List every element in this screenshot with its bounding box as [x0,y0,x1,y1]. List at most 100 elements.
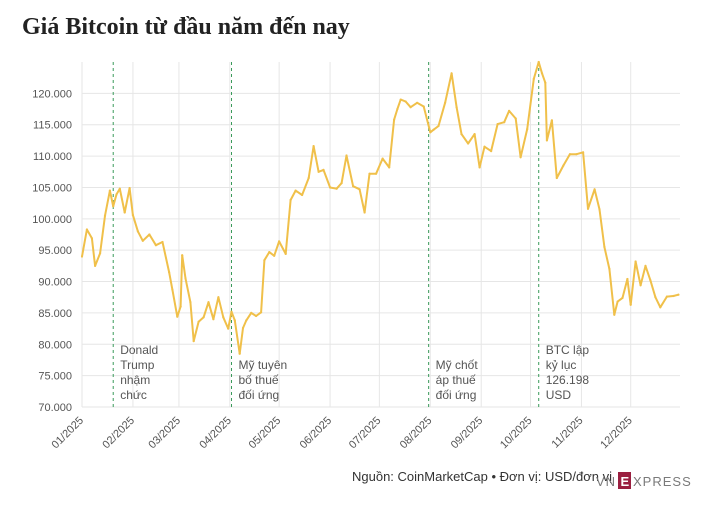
price-point [613,313,616,316]
price-point [672,294,675,298]
price-point [85,228,88,231]
price-point [363,211,366,214]
price-point [381,157,384,160]
price-point [230,310,233,313]
event-label-line: BTC lập [546,343,590,357]
y-tick-label: 80.000 [38,339,72,351]
y-tick-label: 75.000 [38,371,72,383]
price-point [368,172,371,175]
price-point [375,172,378,175]
price-point [568,153,572,156]
x-axis: 01/2025 02/2025 03/2025 04/2025 05/2025 06/20… [50,415,635,452]
grid-lines [81,62,680,408]
y-tick-label: 110.000 [33,151,72,163]
price-point [94,264,97,267]
price-point [396,107,399,111]
price-point [616,300,619,303]
price-point [222,316,225,319]
price-point [659,306,662,309]
price-point [508,109,511,112]
event-label-line: bố thuế [239,373,279,387]
price-point [212,318,215,321]
price-point [112,205,115,208]
price-point [189,301,192,304]
price-point [598,208,601,211]
event-label: Mỹ tuyên bố thuế đối ứng [239,358,288,402]
price-point [460,133,463,136]
price-point [141,239,144,242]
price-point [278,240,281,243]
price-point [255,314,258,318]
y-axis: 70.000 75.000 80.000 85.000 90.000 95.000 100.… [32,88,72,414]
price-point [335,187,338,190]
price-point [545,139,549,142]
x-tick-label: 09/2025 [449,415,486,452]
price-point [131,214,134,217]
price-point [388,166,391,169]
price-point [250,311,253,314]
price-point [644,264,647,267]
event-label-line: Mỹ chốt [436,358,479,372]
price-point [503,121,506,124]
price-point [217,296,220,299]
price-point [184,277,187,280]
price-point [192,340,195,343]
price-point [629,303,632,306]
y-tick-label: 85.000 [38,308,72,320]
price-point [654,296,657,299]
event-label-line: áp thuế [436,373,476,387]
price-point [626,277,629,281]
price-point [422,105,425,108]
event-label-line: 126.198 [546,373,590,387]
event-label: Mỹ chốt áp thuế đối ứng [436,358,479,402]
svg-text:XPRESS: XPRESS [633,474,692,489]
price-point [514,117,517,120]
price-point [340,182,343,185]
x-tick-label: 01/2025 [50,415,87,452]
price-point [317,170,320,173]
price-point [550,119,554,122]
price-point [238,352,241,355]
price-point [608,267,611,271]
price-point [555,176,558,180]
price-point [80,255,84,258]
price-point [284,252,287,255]
event-label-line: Trump [120,358,155,372]
event-label-line: USD [546,388,572,402]
x-tick-label: 08/2025 [398,415,435,452]
price-point [399,98,402,101]
y-tick-label: 95.000 [38,245,72,257]
price-line [81,61,680,355]
price-point [409,106,412,109]
price-point [562,164,565,167]
price-point [227,327,230,330]
price-point [483,145,486,148]
price-point [136,230,139,233]
price-point [677,293,680,296]
price-point [260,311,263,314]
price-point [168,271,171,274]
x-tick-label: 05/2025 [247,415,284,452]
event-label: BTC lập kỷ lục 126.198 USD [546,343,590,402]
price-point [467,142,470,145]
price-point [437,124,440,128]
price-point [665,295,669,298]
price-point [473,133,476,136]
price-point [181,254,184,257]
y-tick-label: 105.000 [32,182,72,194]
price-point [582,151,585,154]
price-point [294,189,297,192]
price-point [202,316,205,319]
price-point [393,118,396,121]
event-label-line: Donald [120,343,158,357]
price-point [455,106,458,109]
price-point [358,188,361,191]
price-point [537,60,540,64]
price-point [432,128,435,131]
price-point [161,240,164,244]
price-point [639,284,642,287]
price-point [263,259,266,262]
price-point [233,319,236,322]
x-tick-label: 06/2025 [298,415,335,452]
price-point [526,128,529,131]
